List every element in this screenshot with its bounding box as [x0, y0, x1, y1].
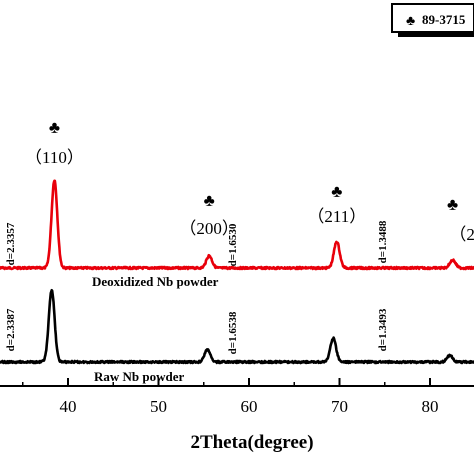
deoxidized-d-spacing-label: d=1.3488 — [377, 220, 389, 263]
series-line-raw — [0, 288, 474, 365]
x-tick-layer: 40 50 60 70 80 — [22, 378, 439, 416]
deoxidized-d-spacing-label: d=1.6530 — [227, 223, 239, 266]
annotation-layer: ♣ （110） ♣ （200） ♣ （211） ♣ （220 Deoxidized Nb pow… — [5, 118, 474, 384]
series-label-deoxidized: Deoxidized Nb powder — [92, 274, 219, 289]
peak-hkl-label: （110） — [25, 148, 84, 167]
x-axis: 40 50 60 70 80 2Theta(degree) — [0, 378, 474, 453]
x-tick-label: 80 — [422, 397, 439, 416]
peak-club-icon: ♣ — [204, 191, 215, 210]
peak-club-icon: ♣ — [331, 182, 342, 201]
peak-hkl-label: （211） — [307, 207, 366, 226]
raw-d-spacing-label: d=1.3493 — [377, 308, 389, 351]
legend-frame — [391, 3, 474, 33]
legend-box: ♣ 89-3715 — [391, 3, 474, 37]
peak-club-icon: ♣ — [49, 118, 60, 137]
legend-label: 89-3715 — [422, 12, 466, 27]
deoxidized-d-spacing-label: d=2.3357 — [5, 222, 17, 265]
series-label-raw: Raw Nb powder — [94, 369, 185, 384]
peak-hkl-label: （200） — [179, 219, 239, 238]
legend-club-icon: ♣ — [406, 14, 415, 29]
raw-d-spacing-label: d=1.6538 — [227, 311, 239, 354]
x-tick-label: 50 — [150, 397, 167, 416]
raw-d-spacing-label: d=2.3387 — [5, 308, 17, 351]
series-line-deoxidized — [0, 179, 474, 271]
x-tick-label: 60 — [241, 397, 258, 416]
series-layer — [0, 179, 474, 365]
peak-hkl-label: （220 — [449, 225, 474, 244]
x-axis-label: 2Theta(degree) — [190, 432, 313, 453]
x-tick-label: 70 — [331, 397, 348, 416]
peak-club-icon: ♣ — [447, 195, 458, 214]
x-tick-label: 40 — [60, 397, 77, 416]
